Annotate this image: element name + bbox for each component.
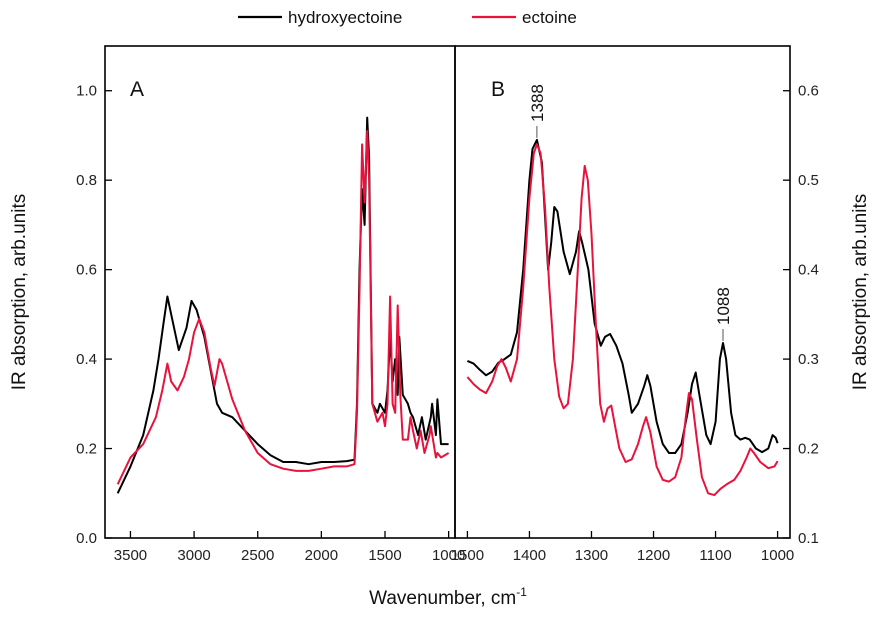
panel-a-series <box>116 116 450 494</box>
x-axis-label-text: Wavenumber, cm <box>369 588 516 609</box>
panel-a-ytick-label: 0.6 <box>76 262 97 279</box>
panel-a-xtick-label: 1500 <box>368 547 401 564</box>
panel-b-ytick-label: 0.3 <box>798 351 819 368</box>
legend-label-ectoine: ectoine <box>522 8 577 27</box>
panel-a-ytick-label: 0.8 <box>76 172 97 189</box>
panel-a-xtick-label: 3000 <box>177 547 210 564</box>
panel-a-series-ectoine <box>116 130 450 485</box>
panel-b-series <box>466 138 779 497</box>
panel-a-xtick-label: 2000 <box>305 547 338 564</box>
legend: hydroxyectoine ectoine <box>238 8 577 27</box>
panel-b-ytick-label: 0.1 <box>798 530 819 547</box>
panel-a-ytick-label: 1.0 <box>76 83 97 100</box>
panel-a-ytick-label: 0.4 <box>76 351 97 368</box>
panel-b-frame <box>454 45 791 539</box>
panel-b-xtick-label: 1400 <box>513 547 546 564</box>
panel-a-xtick-label: 3500 <box>114 547 147 564</box>
panel-a-ticks: 3500 3000 2500 2000 1500 1000 0.0 0.2 0.4 0.6 0.8 1… <box>76 83 465 564</box>
panel-b-ytick-label: 0.4 <box>798 262 819 279</box>
panel-b-xtick-label: 1100 <box>699 547 731 564</box>
annotation-1388: 1388 <box>528 84 547 122</box>
panel-a-frame <box>104 45 456 539</box>
panel-b-letter: B <box>491 78 505 101</box>
legend-label-hydroxyectoine: hydroxyectoine <box>288 8 402 27</box>
panel-b-xtick-label: 1200 <box>637 547 670 564</box>
panel-b-series-ectoine <box>466 143 779 497</box>
annotation-1088: 1088 <box>714 287 733 325</box>
panel-a-xtick-label: 1000 <box>432 547 465 564</box>
panel-b-ytick-label: 0.2 <box>798 441 819 458</box>
panel-b-xtick-label: 1300 <box>575 547 608 564</box>
panel-a-series-hydroxyectoine <box>116 116 449 494</box>
panel-b-xtick-label: 1000 <box>761 547 794 564</box>
panel-a-ytick-label: 0.2 <box>76 441 97 458</box>
x-axis-label-superscript: -1 <box>516 585 527 599</box>
panel-b-ytick-label: 0.6 <box>798 83 819 100</box>
x-axis-label: Wavenumber, cm-1 <box>369 585 527 609</box>
panel-b-annotations: 1388 1088 <box>528 84 733 341</box>
panel-a-ytick-label: 0.0 <box>76 530 97 547</box>
panel-b-series-hydroxyectoine <box>467 138 779 454</box>
y-axis-label-left: IR absorption, arb.units <box>9 194 30 390</box>
panel-b-ytick-label: 0.5 <box>798 172 819 189</box>
panel-b-xtick-label: 1500 <box>451 547 484 564</box>
panel-a-xtick-label: 2500 <box>241 547 274 564</box>
y-axis-label-right: IR absorption, arb.units <box>850 194 871 390</box>
panel-a-letter: A <box>130 78 144 101</box>
